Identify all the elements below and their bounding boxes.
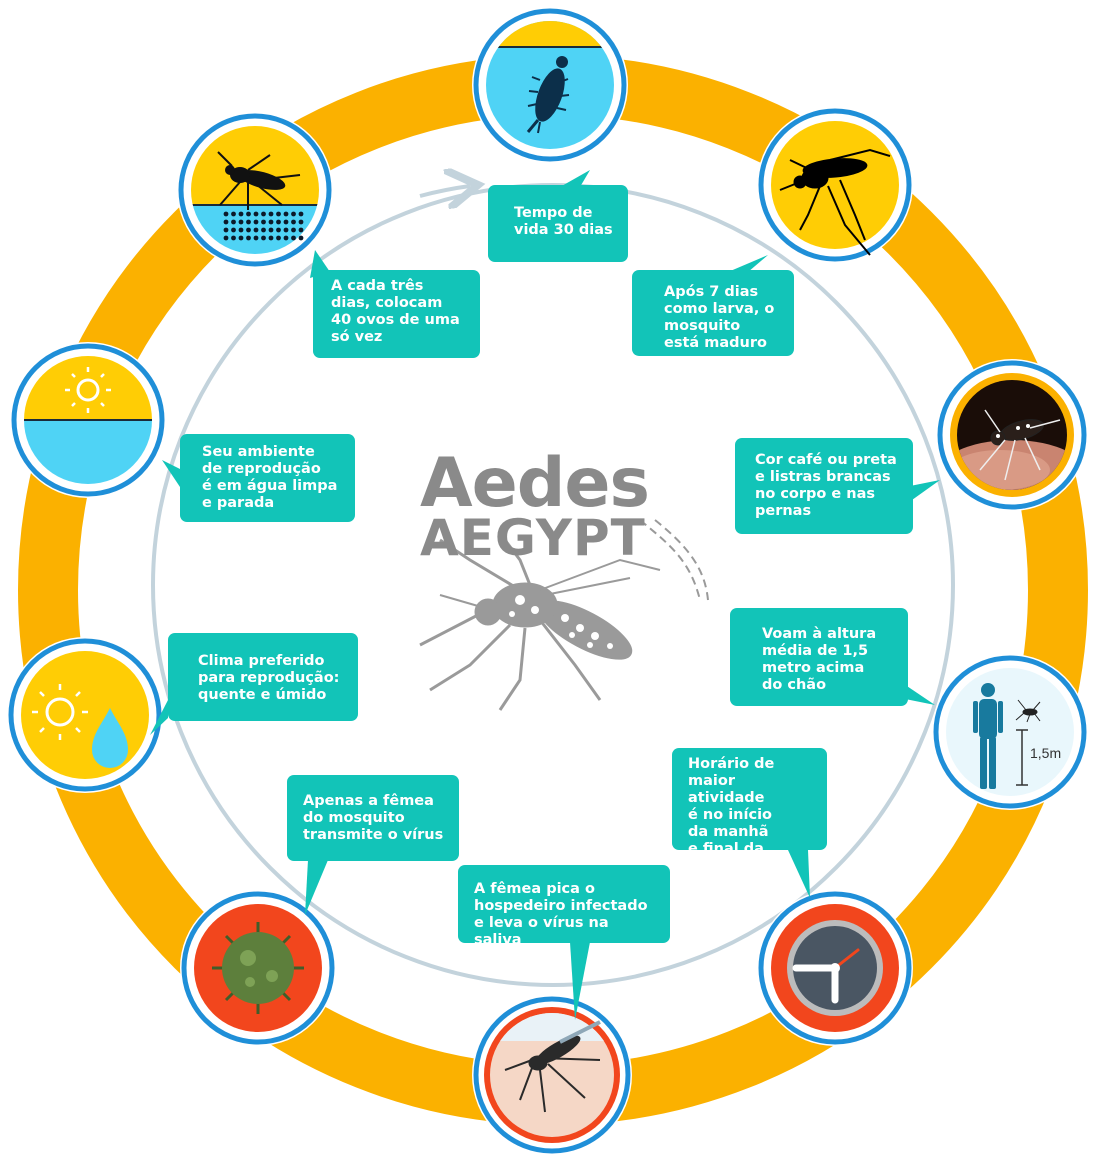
egg-dot (261, 211, 266, 217)
height-label: 1,5m (1030, 745, 1061, 761)
clock-icon (787, 920, 883, 1016)
callout-female: Apenas a fêmea do mosquito transmite o v… (287, 775, 459, 861)
larva-icon (526, 56, 570, 134)
egg-dot (276, 219, 281, 225)
egg-dot (276, 235, 281, 241)
egg-dot (261, 235, 266, 241)
egg-dot (223, 219, 229, 225)
callout-bite: A fêmea pica o hospedeiro infectado e le… (458, 865, 670, 948)
egg-dot (268, 227, 274, 233)
egg-dot (268, 219, 274, 225)
callout-eggs: A cada três dias, colocam 40 ovos de uma… (313, 270, 480, 358)
egg-dot (246, 211, 251, 217)
node-height: 1,5m (932, 654, 1088, 810)
node-climate (7, 637, 163, 793)
egg-dot (231, 235, 236, 241)
egg-dot (283, 235, 289, 241)
egg-dot (223, 227, 229, 233)
egg-dot (238, 211, 244, 217)
egg-dot (276, 211, 281, 217)
virus-icon (212, 922, 304, 1014)
mosquito-photo-icon (979, 409, 1061, 481)
egg-dot (298, 235, 304, 241)
egg-dot (291, 211, 296, 217)
mosquito-eggs-icon (217, 151, 304, 241)
cycle-arrow (419, 186, 470, 196)
egg-dot (238, 219, 244, 225)
node-eggs (177, 112, 333, 268)
node-virus (180, 890, 336, 1046)
egg-dot (246, 227, 251, 233)
egg-dot (261, 227, 266, 233)
callout-schedule: Horário de maior atividade é no início d… (672, 748, 827, 874)
title-aedes: Aedes (420, 444, 650, 523)
node-adult (757, 107, 913, 263)
egg-dot (246, 219, 251, 225)
egg-dot (298, 219, 304, 225)
egg-dot (223, 211, 229, 217)
egg-dot (298, 211, 304, 217)
egg-dot (276, 227, 281, 233)
node-water (10, 342, 166, 498)
egg-dot (231, 219, 236, 225)
callout-flight: Voam à altura média de 1,5 metro acima d… (730, 608, 908, 706)
egg-dot (291, 235, 296, 241)
callout-climate: Clima preferido para reprodução: quente … (168, 633, 358, 721)
egg-dot (238, 227, 244, 233)
title-aegypt: AEGYPT (420, 509, 646, 567)
egg-dot (223, 235, 229, 241)
egg-dot (268, 235, 274, 241)
egg-dot (253, 227, 259, 233)
node-bite (472, 995, 632, 1155)
egg-dot (246, 235, 251, 241)
center-mosquito-illustration (419, 519, 709, 711)
egg-dot (291, 227, 296, 233)
egg-dot (231, 227, 236, 233)
egg-dot (253, 211, 259, 217)
mosquito-silhouette-icon (779, 148, 891, 256)
node-skin (936, 359, 1088, 511)
callout-habitat: Seu ambiente de reprodução é em água lim… (180, 434, 355, 522)
egg-dot (231, 211, 236, 217)
egg-dot (268, 211, 274, 217)
sun-water-icon (65, 367, 111, 413)
egg-dot (283, 211, 289, 217)
egg-dot (283, 219, 289, 225)
callout-color: Cor café ou preta e listras brancas no c… (735, 438, 913, 534)
egg-dot (283, 227, 289, 233)
callout-maturity: Após 7 dias como larva, o mosquito está … (632, 270, 794, 356)
egg-dot (291, 219, 296, 225)
egg-dot (238, 235, 244, 241)
egg-dot (298, 227, 304, 233)
callout-lifespan: Tempo de vida 30 dias (488, 185, 628, 262)
node-larva (472, 7, 628, 163)
biting-mosquito-icon (504, 1020, 601, 1113)
egg-dot (253, 235, 259, 241)
egg-dot (261, 219, 266, 225)
node-clock (757, 890, 913, 1046)
small-mosquito-icon (1015, 699, 1041, 723)
person-height-icon (973, 683, 1003, 789)
egg-dot (253, 219, 259, 225)
sun-drop-icon (32, 684, 128, 768)
